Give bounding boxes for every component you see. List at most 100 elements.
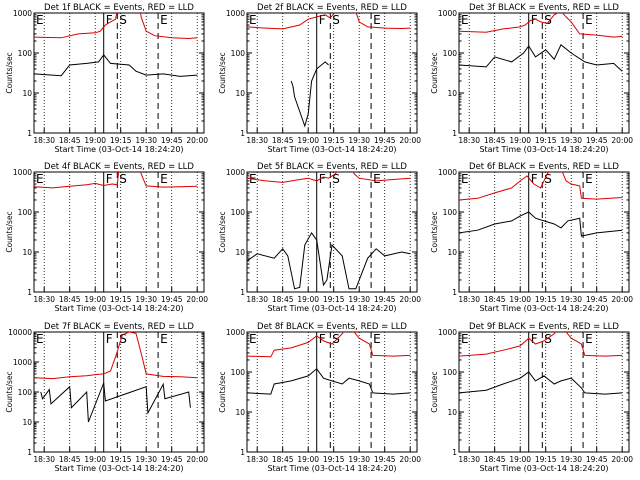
y-tick-label: 10 [235, 89, 245, 98]
x-tick-label: 19:45 [161, 295, 183, 304]
y-axis-label: Counts/sec [5, 371, 14, 412]
marker-label: S [332, 332, 340, 346]
y-tick-label: 100 [18, 208, 33, 217]
y-axis-label: Counts/sec [430, 371, 439, 412]
x-tick-label: 19:15 [110, 455, 132, 464]
y-tick-label: 1 [27, 129, 32, 138]
marker-label: S [119, 172, 127, 186]
x-tick-label: 19:00 [509, 455, 531, 464]
x-tick-label: 19:15 [535, 136, 557, 145]
series-line-events [40, 382, 191, 423]
plot-title: Det 8f BLACK = Events, RED = LLD [257, 322, 407, 332]
x-tick-label: 18:45 [59, 295, 81, 304]
marker-label: F [106, 172, 113, 186]
series-line-events [34, 53, 198, 77]
x-tick-label: 18:30 [246, 295, 268, 304]
x-axis-label: Start Time (03-Oct-14 18:24:20) [54, 304, 183, 313]
y-tick-label: 10000 [8, 328, 32, 337]
x-tick-label: 19:45 [161, 455, 183, 464]
x-tick-label: 20:00 [399, 455, 421, 464]
y-tick-label: 1 [27, 288, 32, 297]
marker-label: E [585, 332, 593, 346]
plot-title: Det 7f BLACK = Events, RED = LLD [44, 322, 194, 332]
marker-label: S [544, 172, 552, 186]
x-tick-label: 19:15 [323, 136, 345, 145]
x-tick-label: 18:30 [33, 455, 55, 464]
marker-label: E [160, 172, 168, 186]
y-tick-label: 1 [240, 288, 245, 297]
x-axis-label: Start Time (03-Oct-14 18:24:20) [267, 304, 396, 313]
x-tick-label: 19:00 [84, 295, 106, 304]
marker-label: S [332, 13, 340, 27]
x-tick-label: 18:30 [458, 136, 480, 145]
marker-label: E [249, 332, 257, 346]
y-tick-label: 10 [235, 248, 245, 257]
x-tick-label: 19:00 [297, 295, 319, 304]
y-tick-label: 1 [452, 288, 457, 297]
x-axis-label: Start Time (03-Oct-14 18:24:20) [479, 464, 608, 473]
y-tick-label: 100 [443, 49, 458, 58]
y-tick-label: 1 [452, 129, 457, 138]
marker-label: E [461, 13, 469, 27]
x-tick-label: 19:45 [374, 455, 396, 464]
x-tick-label: 19:30 [348, 455, 370, 464]
x-tick-label: 18:30 [458, 455, 480, 464]
series-line-lld [459, 172, 623, 201]
x-tick-label: 19:30 [135, 136, 157, 145]
series-line-lld [34, 332, 198, 380]
x-tick-label: 19:00 [84, 136, 106, 145]
y-tick-label: 1000 [13, 358, 32, 367]
x-axis-label: Start Time (03-Oct-14 18:24:20) [54, 464, 183, 473]
plot-frame [458, 12, 630, 134]
plot-title: Det 2f BLACK = Events, RED = LLD [257, 3, 407, 13]
marker-label: S [544, 13, 552, 27]
x-tick-label: 18:45 [272, 136, 294, 145]
marker-label: E [249, 13, 257, 27]
x-axis-label: Start Time (03-Oct-14 18:24:20) [267, 145, 396, 154]
series-line-events [247, 231, 411, 290]
x-tick-label: 18:45 [59, 136, 81, 145]
plot-frame [33, 171, 205, 293]
x-tick-label: 19:30 [135, 295, 157, 304]
y-tick-label: 1 [240, 448, 245, 457]
x-tick-label: 19:15 [535, 295, 557, 304]
marker-label: E [160, 332, 168, 346]
plot-frame [458, 331, 630, 453]
x-tick-label: 18:45 [272, 295, 294, 304]
x-tick-label: 20:00 [186, 455, 208, 464]
marker-label: S [119, 13, 127, 27]
marker-label: F [106, 13, 113, 27]
marker-label: F [106, 332, 113, 346]
x-tick-label: 19:30 [135, 455, 157, 464]
y-tick-label: 10 [447, 408, 457, 417]
series-line-events [459, 44, 623, 72]
x-axis-label: Start Time (03-Oct-14 18:24:20) [479, 304, 608, 313]
marker-label: F [319, 332, 326, 346]
plot-title: Det 9f BLACK = Events, RED = LLD [469, 322, 619, 332]
x-tick-label: 19:30 [560, 295, 582, 304]
x-tick-label: 20:00 [186, 295, 208, 304]
x-tick-label: 19:45 [374, 136, 396, 145]
x-tick-label: 18:45 [59, 455, 81, 464]
marker-label: S [119, 332, 127, 346]
marker-label: E [160, 13, 168, 27]
plot-title: Det 4f BLACK = Events, RED = LLD [44, 162, 194, 172]
plot-frame [246, 12, 418, 134]
series-line-lld [247, 13, 411, 30]
marker-label: E [373, 332, 381, 346]
series-line-events [459, 211, 623, 237]
marker-label: S [544, 332, 552, 346]
y-tick-label: 1000 [438, 168, 457, 177]
y-tick-label: 1 [240, 129, 245, 138]
x-tick-label: 19:45 [586, 136, 608, 145]
marker-label: E [36, 13, 44, 27]
x-tick-label: 19:15 [323, 295, 345, 304]
marker-label: E [585, 172, 593, 186]
y-tick-label: 100 [443, 208, 458, 217]
